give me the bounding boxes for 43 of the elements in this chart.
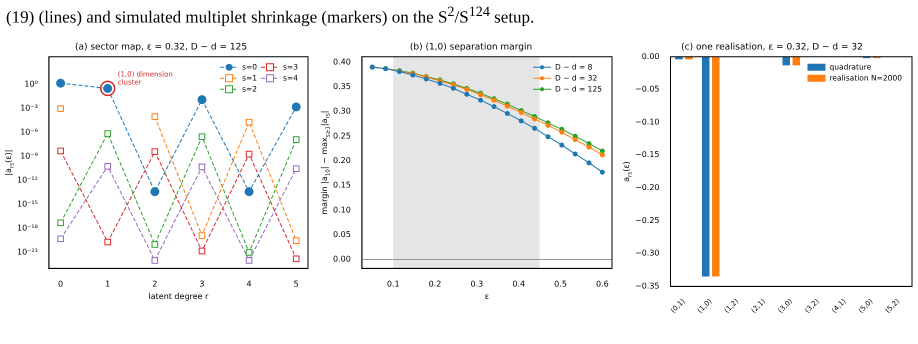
y-tick-label: 0.40 bbox=[333, 57, 351, 66]
y-tick-label: 0.05 bbox=[333, 230, 351, 239]
y-tick-label: −0.30 bbox=[635, 248, 660, 258]
y-tick-label: −0.25 bbox=[635, 216, 660, 225]
y-tick-label: 0.25 bbox=[333, 131, 351, 140]
y-tick-label: −0.35 bbox=[635, 281, 660, 290]
x-tick-label: 0.1 bbox=[386, 279, 400, 288]
x-tick-label: 3 bbox=[199, 279, 205, 288]
y-tick-label: 10⁻³ bbox=[20, 104, 38, 113]
y-tick-label: 10⁰ bbox=[24, 80, 38, 89]
x-tick-label: 0.6 bbox=[596, 279, 609, 288]
y-tick-label: 0.30 bbox=[333, 106, 351, 116]
y-tick-label: 10⁻²¹ bbox=[16, 247, 38, 256]
text: (19) (lines) and simulated multiplet shrinkage (markers) on the S$^{2}$/S$^{124}$ setup. bbox=[6, 4, 534, 28]
y-tick-label: 10⁻¹⁸ bbox=[16, 224, 38, 233]
y-tick-label: −0.10 bbox=[635, 117, 660, 126]
y-tick-label: 0.10 bbox=[333, 205, 351, 214]
x-tick-label: 1 bbox=[105, 279, 110, 288]
x-tick-label: 2 bbox=[152, 279, 158, 288]
y-tick-label: 10⁻⁹ bbox=[20, 152, 38, 161]
y-tick-label: 0.00 bbox=[333, 254, 351, 264]
y-tick-label: 10⁻¹⁵ bbox=[16, 200, 38, 209]
x-tick-label: 0.5 bbox=[554, 279, 567, 288]
x-tick-label: 0.2 bbox=[428, 279, 442, 288]
x-tick-label: 0 bbox=[58, 279, 64, 288]
y-tick-label: 0.00 bbox=[642, 52, 660, 61]
y-tick-label: 0.35 bbox=[333, 82, 351, 91]
y-tick-label: 0.15 bbox=[333, 180, 351, 190]
x-tick-label: 0.4 bbox=[512, 279, 526, 288]
y-tick-label: −0.20 bbox=[635, 183, 660, 192]
y-tick-label: −0.05 bbox=[635, 84, 660, 94]
x-tick-label: 0.3 bbox=[470, 279, 484, 288]
y-tick-label: 10⁻⁶ bbox=[20, 128, 38, 137]
x-axis-title: latent degree r bbox=[148, 292, 210, 302]
chart-title: (b) (1,0) separation margin bbox=[410, 42, 532, 53]
chart-title: (a) sector map, ε = 0.32, D − d = 125 bbox=[74, 42, 248, 53]
x-tick-label: 4 bbox=[246, 279, 252, 288]
y-tick-label: 10⁻¹² bbox=[16, 176, 38, 185]
x-tick-label: 5 bbox=[294, 279, 299, 288]
x-axis-title: ε bbox=[484, 292, 490, 302]
chart-title: (c) one realisation, ε = 0.32, D − d = 32 bbox=[681, 42, 863, 53]
y-tick-label: 0.20 bbox=[333, 156, 351, 165]
y-tick-label: −0.15 bbox=[635, 150, 660, 160]
